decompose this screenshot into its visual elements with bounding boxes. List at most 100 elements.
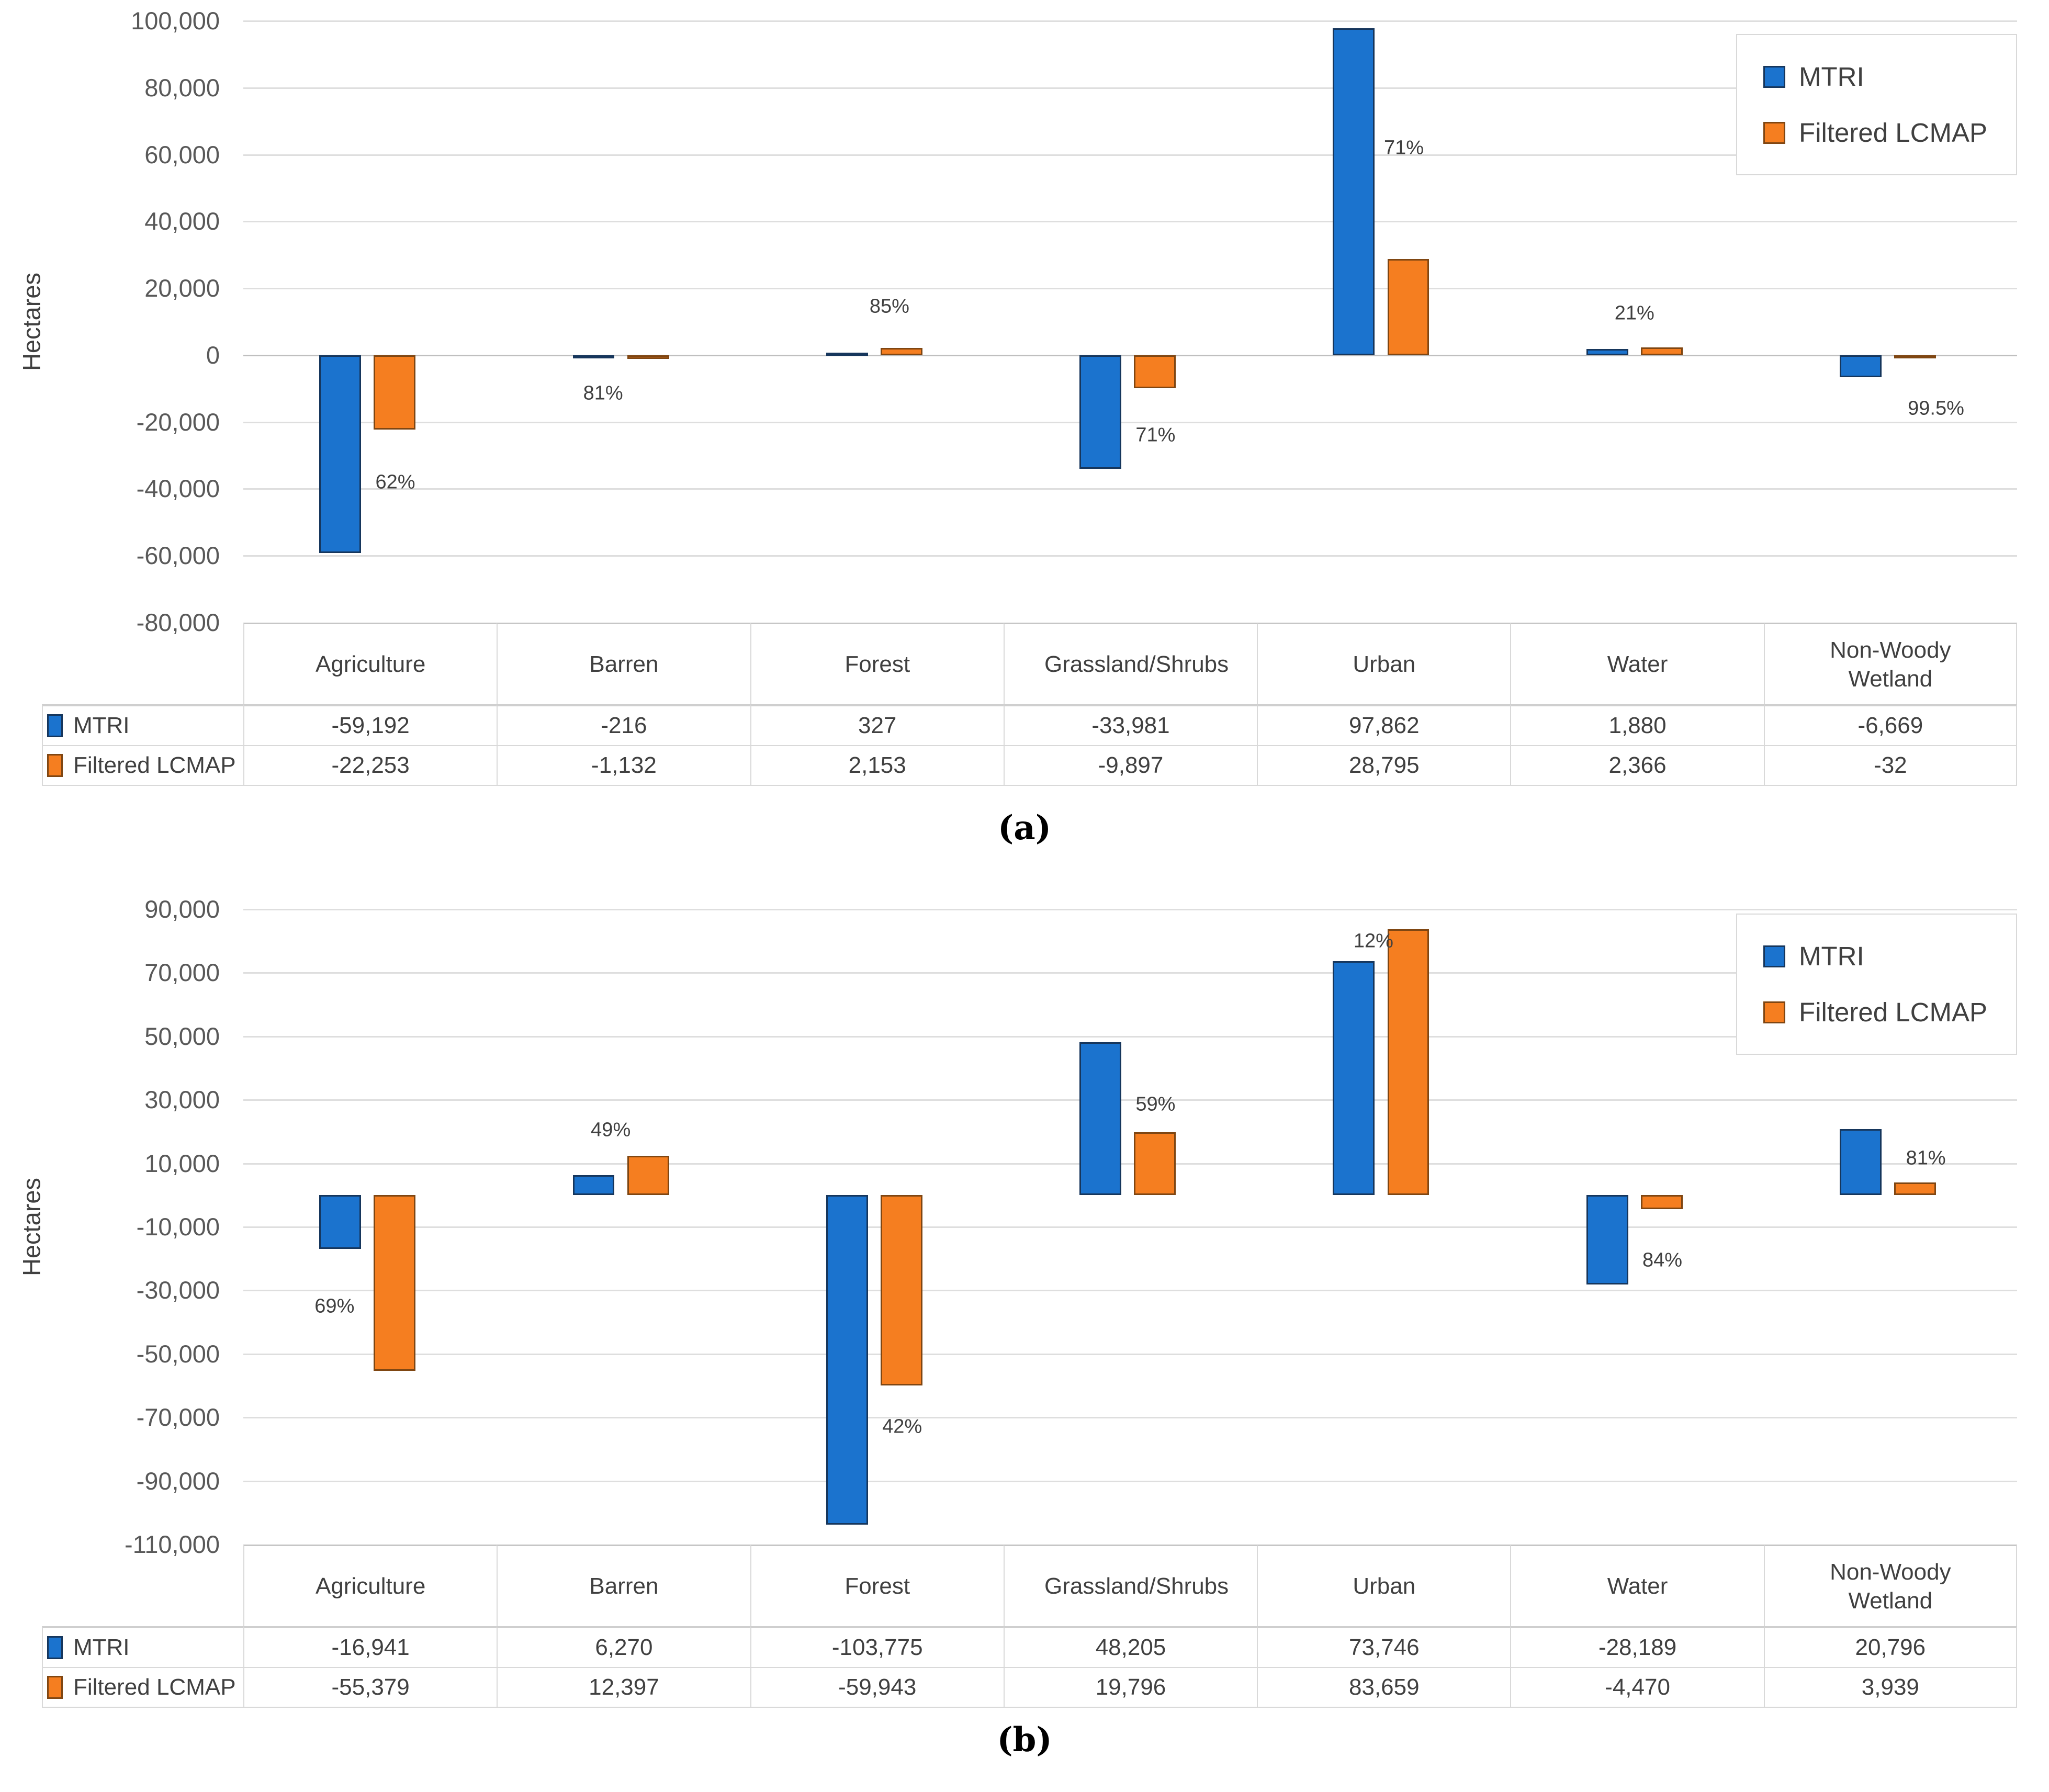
legend-item: Filtered LCMAP [1763, 117, 1987, 148]
bar-filtered-lcmap [374, 355, 416, 430]
gridline [243, 909, 2017, 910]
panel-a: 62% 81% 85% 71% 71% 21% 99.5% MTRI Filtered LCMA… [0, 0, 2049, 879]
bar-filtered-lcmap [1387, 258, 1429, 355]
bar-filtered-lcmap [1134, 1132, 1176, 1196]
table-value-cell: 83,659 [1257, 1667, 1511, 1708]
table-value-cell: -59,943 [750, 1667, 1004, 1708]
legend-label: MTRI [1799, 62, 1864, 92]
bar-filtered-lcmap [627, 1156, 669, 1196]
y-tick-label: 80,000 [144, 73, 220, 102]
bar-filtered-lcmap [880, 348, 922, 355]
gridline [243, 1480, 2017, 1482]
series-swatch-icon [47, 754, 63, 777]
bar-mtri [826, 1195, 868, 1525]
bar-mtri [1586, 1195, 1628, 1285]
bar-filtered-lcmap [627, 355, 669, 359]
series-swatch-icon [47, 714, 63, 737]
table-column-header: Agriculture [243, 623, 497, 704]
table-value-cell: 73,746 [1257, 1626, 1511, 1667]
percent-label: 71% [1135, 424, 1176, 446]
gridline [243, 1290, 2017, 1292]
bar-mtri [1079, 1042, 1122, 1196]
gridline [243, 972, 2017, 974]
y-tick-label: 20,000 [144, 274, 220, 302]
y-tick-label: 50,000 [144, 1022, 220, 1050]
bar-filtered-lcmap [880, 1195, 922, 1386]
bar-mtri [572, 1175, 615, 1196]
gridline [243, 288, 2017, 290]
y-tick-label: 60,000 [144, 140, 220, 168]
y-tick-label: 90,000 [144, 895, 220, 923]
y-tick-label: -50,000 [136, 1339, 220, 1368]
y-tick-label: 0 [206, 341, 220, 369]
legend-label: Filtered LCMAP [1799, 997, 1987, 1027]
percent-label: 81% [583, 382, 623, 404]
legend-label: Filtered LCMAP [1799, 118, 1987, 148]
gridline [243, 421, 2017, 423]
bar-filtered-lcmap [1640, 347, 1683, 355]
table-value-cell: 2,366 [1510, 745, 1764, 786]
table-value-cell: -216 [497, 704, 750, 745]
table-header-row: Agriculture Barren Forest Grassland/Shrubs U… [42, 1545, 2017, 1626]
legend-item: MTRI [1763, 941, 1987, 972]
legend-label: MTRI [1799, 941, 1864, 971]
y-tick-label: -90,000 [136, 1467, 220, 1495]
y-tick-label: -20,000 [136, 408, 220, 436]
gridline [243, 20, 2017, 22]
table-column-header: Barren [497, 1545, 750, 1626]
percent-label: 81% [1906, 1147, 1946, 1169]
table-value-cell: 327 [750, 704, 1004, 745]
series-name: MTRI [73, 713, 130, 738]
table-value-cell: -6,669 [1763, 704, 2017, 745]
gridline [243, 1226, 2017, 1228]
series-key-cell: Filtered LCMAP [42, 745, 243, 786]
y-tick-label: 40,000 [144, 207, 220, 235]
bar-mtri [1333, 961, 1375, 1196]
figure-caption-b: (b) [997, 1720, 1052, 1760]
table-column-header: Grassland/Shrubs [1003, 1545, 1257, 1626]
percent-label: 85% [869, 295, 909, 318]
percent-label: 12% [1353, 930, 1393, 952]
plot-area-a: 62% 81% 85% 71% 71% 21% 99.5% MTRI Filtered LCMA… [243, 20, 2017, 623]
table-value-cell: -1,132 [497, 745, 750, 786]
legend-swatch-icon [1763, 65, 1786, 88]
y-tick-label: -70,000 [136, 1403, 220, 1432]
table-header-row: Agriculture Barren Forest Grassland/Shrubs U… [42, 623, 2017, 704]
chart-legend: MTRI Filtered LCMAP [1736, 34, 2017, 175]
table-column-header: Agriculture [243, 1545, 497, 1626]
y-tick-label: -110,000 [124, 1530, 220, 1558]
table-value-cell: -4,470 [1510, 1667, 1764, 1708]
table-value-cell: -103,775 [750, 1626, 1004, 1667]
bar-filtered-lcmap [1387, 929, 1429, 1196]
y-tick-label: 70,000 [144, 959, 220, 987]
gridline [243, 87, 2017, 89]
table-column-header: Non-Woody Wetland [1763, 623, 2017, 704]
bar-mtri [319, 1195, 362, 1249]
bar-mtri [1333, 28, 1375, 355]
table-value-cell: 6,270 [497, 1626, 750, 1667]
series-key-cell: MTRI [42, 1626, 243, 1667]
table-row: MTRI -16,941 6,270 -103,775 48,205 73,746 -28,… [42, 1626, 2017, 1667]
y-tick-label: 100,000 [131, 7, 220, 35]
bar-filtered-lcmap [1894, 1182, 1937, 1196]
y-tick-label: -80,000 [136, 608, 220, 636]
bar-mtri [319, 355, 362, 554]
table-value-cell: -9,897 [1003, 745, 1257, 786]
gridline [243, 555, 2017, 557]
table-value-cell: 1,880 [1510, 704, 1764, 745]
gridline [243, 1353, 2017, 1355]
gridline [243, 1099, 2017, 1101]
gridline [243, 1417, 2017, 1419]
table-value-cell: 12,397 [497, 1667, 750, 1708]
table-value-cell: -55,379 [243, 1667, 497, 1708]
percent-label: 69% [314, 1295, 355, 1317]
bar-mtri [572, 355, 615, 358]
bar-filtered-lcmap [1134, 355, 1176, 389]
table-row: MTRI -59,192 -216 327 -33,981 97,862 1,880 -6,6… [42, 704, 2017, 745]
table-row: Filtered LCMAP -22,253 -1,132 2,153 -9,897 28… [42, 745, 2017, 786]
bar-mtri [1840, 355, 1882, 378]
series-swatch-icon [47, 1676, 63, 1699]
gridline [243, 1163, 2017, 1165]
bar-mtri [1079, 355, 1122, 469]
bar-mtri [826, 352, 868, 356]
